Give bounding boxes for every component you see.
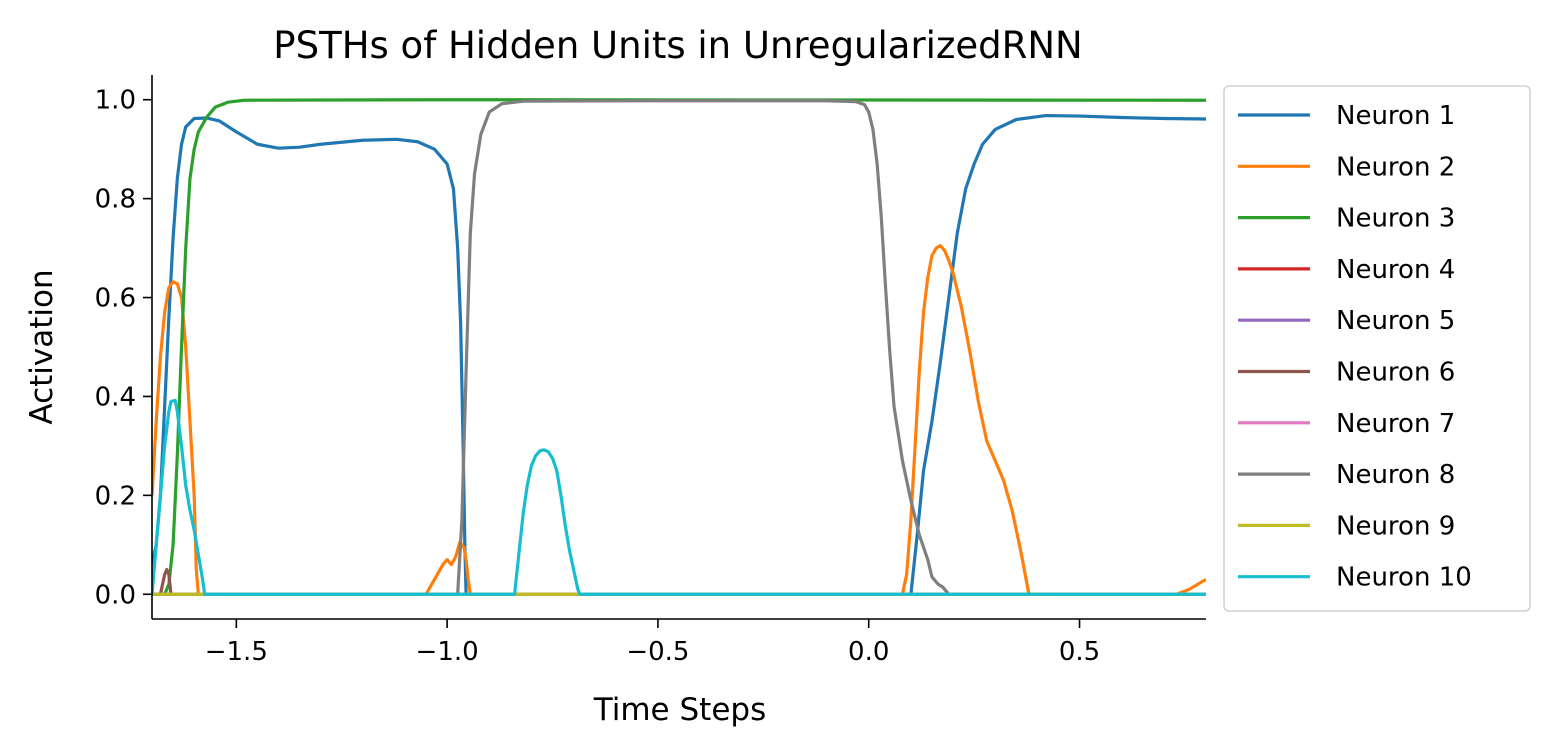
y-axis-label: Activation [24,269,60,424]
x-tick-label: −1.5 [205,637,268,667]
legend-label-neuron-10: Neuron 10 [1336,563,1472,593]
y-tick-label: 0.8 [95,185,136,215]
series-line-neuron-8 [152,99,1206,596]
x-tick-label: 0.0 [848,637,889,667]
series-line-neuron-3 [152,98,1206,596]
legend-label-neuron-4: Neuron 4 [1336,255,1455,285]
plot-area [152,98,1206,596]
series-line-neuron-1 [152,113,1206,596]
series-line-neuron-2 [152,244,1206,596]
y-tick-label: 0.4 [95,382,136,412]
legend-label-neuron-7: Neuron 7 [1336,409,1455,439]
legend-label-neuron-3: Neuron 3 [1336,204,1455,234]
legend-label-neuron-2: Neuron 2 [1336,152,1455,182]
legend-label-neuron-1: Neuron 1 [1336,101,1455,131]
legend: Neuron 1 Neuron 2 Neuron 3 Neuron 4 Neuron 5… [1223,85,1531,612]
y-tick-label: 0.0 [95,580,136,610]
x-tick-label: 0.5 [1059,637,1100,667]
chart-title: PSTHs of Hidden Units in UnregularizedRN… [273,24,1082,67]
x-tick-label: −0.5 [626,637,689,667]
y-tick-label: 0.6 [95,284,136,314]
x-tick-label: −1.0 [416,637,479,667]
legend-label-neuron-5: Neuron 5 [1336,306,1455,336]
y-tick-label: 0.2 [95,481,136,511]
x-axis-ticks: −1.5 −1.0 −0.5 0.0 0.5 [205,619,1100,667]
series-line-neuron-10 [152,398,1206,596]
legend-label-neuron-6: Neuron 6 [1336,358,1455,388]
series-line-neuron-6 [152,567,1206,596]
legend-label-neuron-8: Neuron 8 [1336,460,1455,490]
legend-label-neuron-9: Neuron 9 [1336,511,1455,541]
y-axis-ticks: 0.0 0.2 0.4 0.6 0.8 1.0 [95,86,152,610]
y-tick-label: 1.0 [95,86,136,116]
x-axis-label: Time Steps [593,692,766,728]
